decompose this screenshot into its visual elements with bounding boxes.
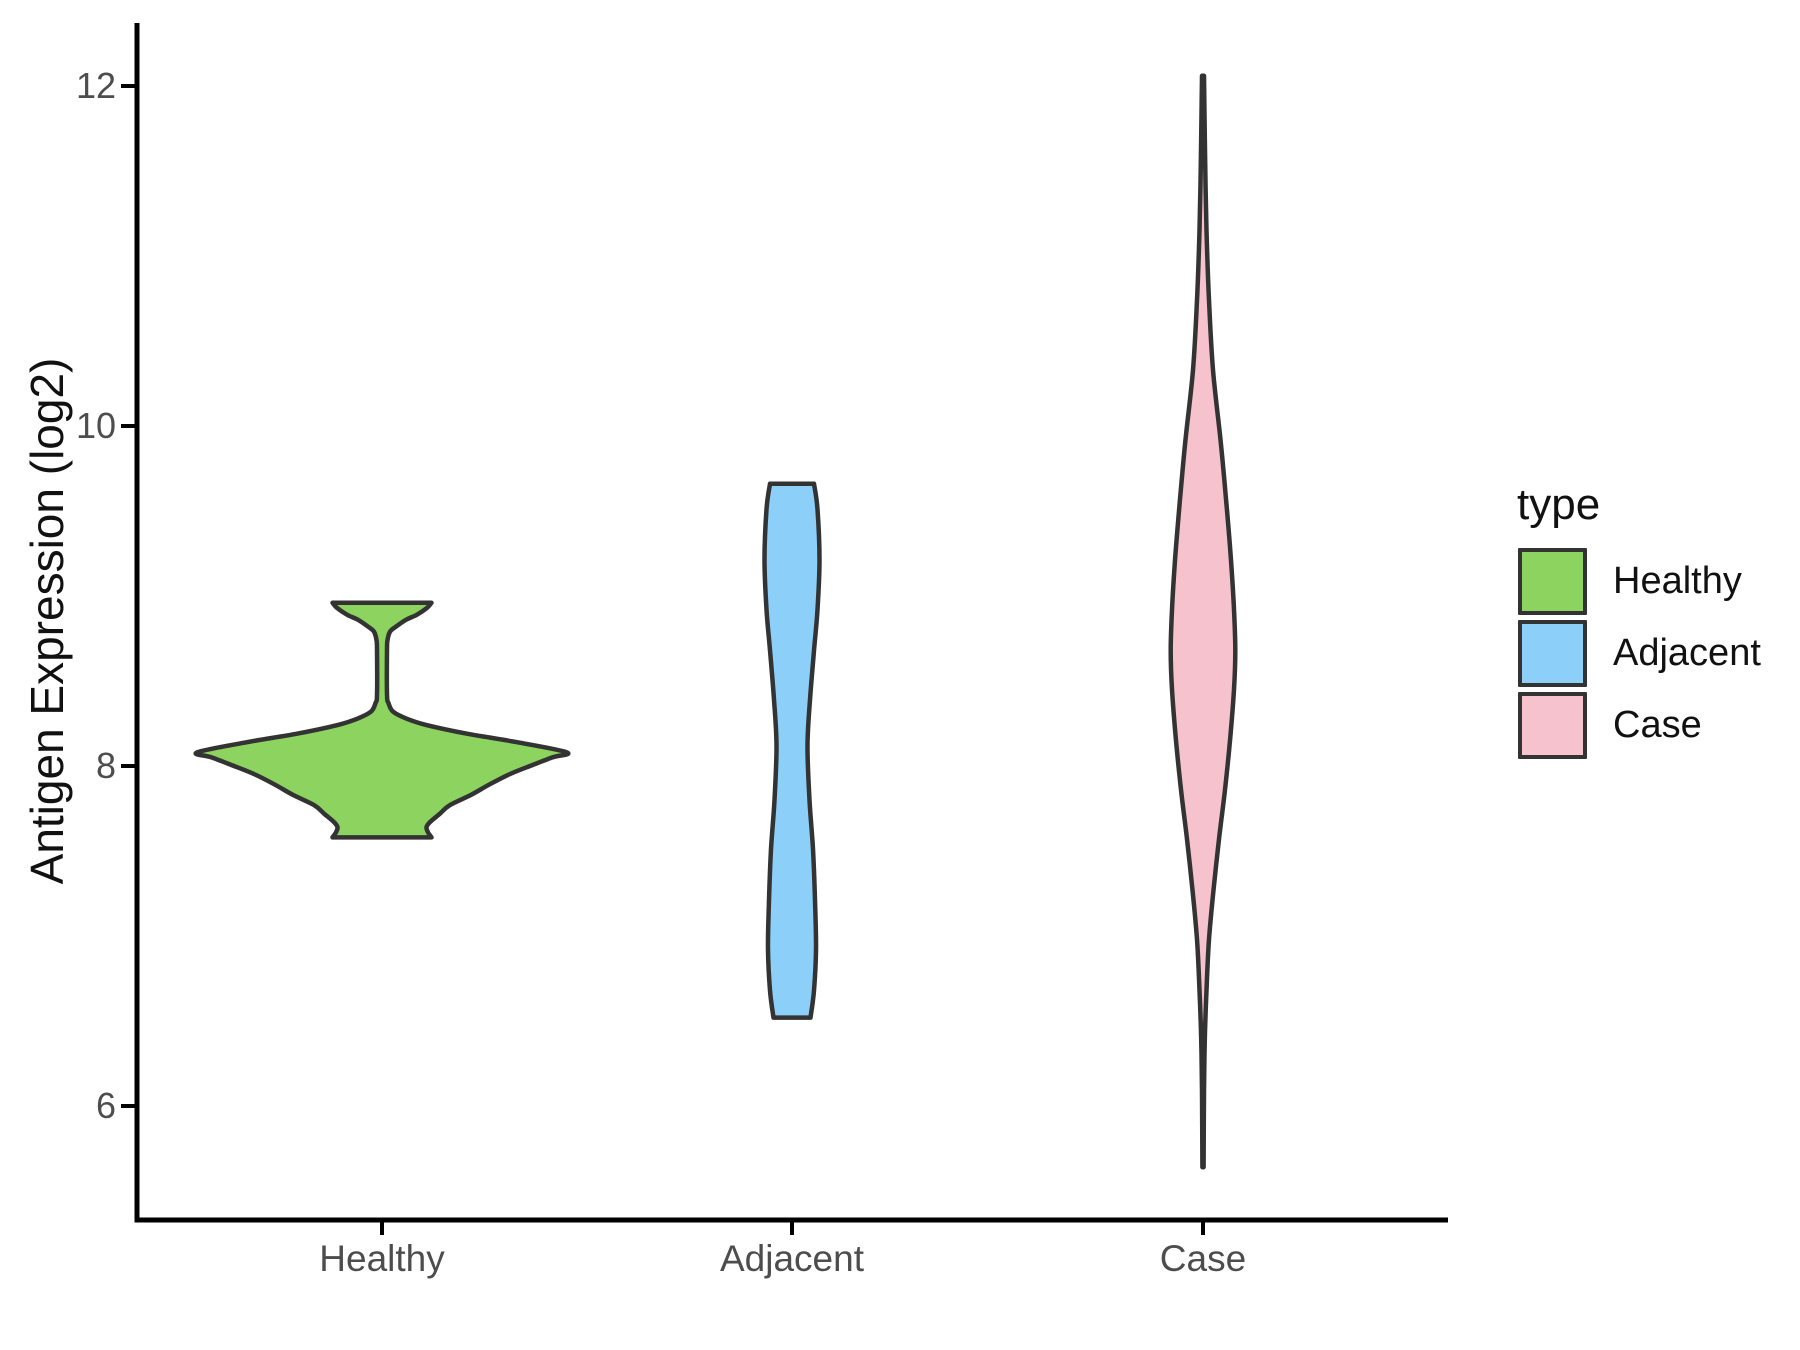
violin-healthy[interactable] — [193, 600, 571, 840]
legend-label-adjacent: Adjacent — [1613, 632, 1761, 674]
legend-title: type — [1517, 480, 1601, 529]
violin-case[interactable] — [1168, 73, 1238, 1170]
legend-label-case: Case — [1613, 704, 1702, 746]
x-tick-label-adjacent: Adjacent — [720, 1238, 864, 1279]
violin-adjacent[interactable] — [762, 481, 822, 1020]
y-axis-title: Antigen Expression (log2) — [21, 357, 73, 885]
legend-key-healthy[interactable] — [1518, 548, 1587, 615]
x-tick-label-case: Case — [1159, 1238, 1247, 1279]
legend-key-adjacent[interactable] — [1518, 620, 1587, 687]
y-tick-label-10: 10 — [75, 405, 116, 446]
legend-label-healthy: Healthy — [1613, 560, 1742, 602]
y-tick-label-6: 6 — [95, 1085, 116, 1126]
y-tick-label-8: 8 — [95, 745, 116, 786]
x-tick-label-healthy: Healthy — [319, 1238, 445, 1279]
y-tick-label-12: 12 — [75, 65, 116, 106]
legend-key-case[interactable] — [1518, 692, 1587, 759]
